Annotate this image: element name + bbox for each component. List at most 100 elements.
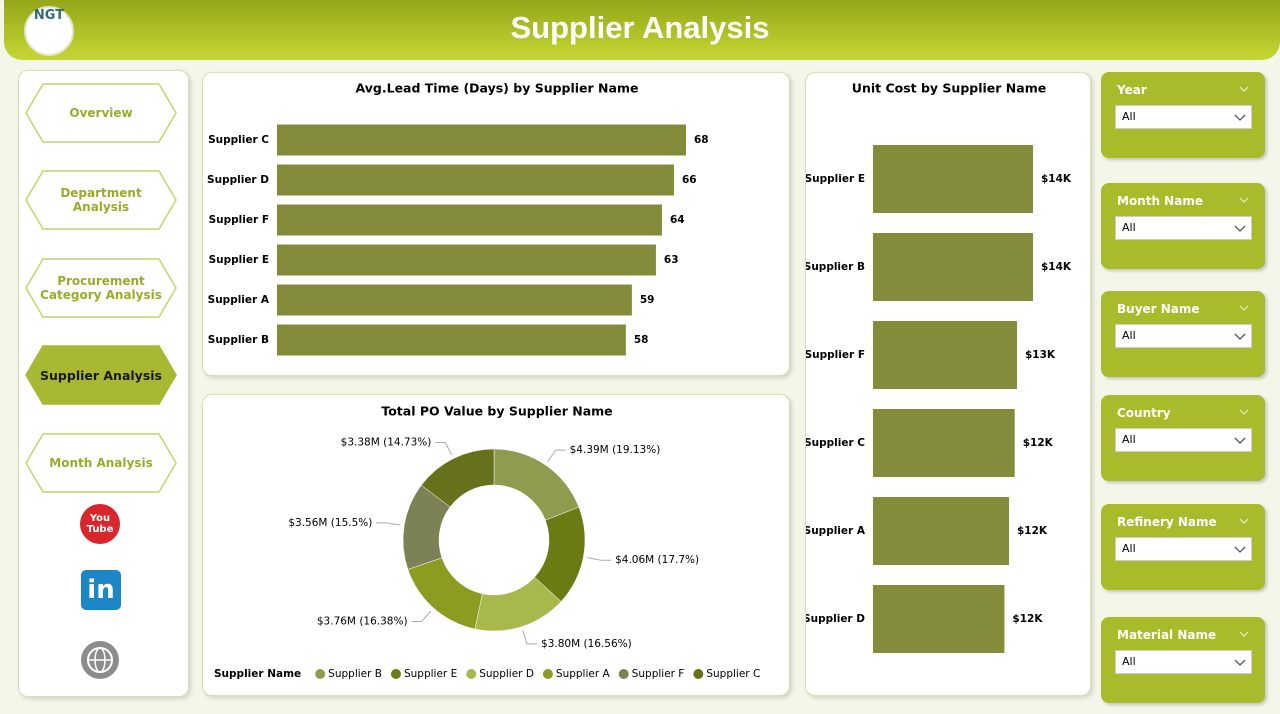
nav-shape: [25, 258, 177, 318]
filter-dropdown[interactable]: All: [1115, 216, 1252, 240]
lead-time-chart: Avg.Lead Time (Days) by Supplier Name Sup…: [202, 72, 790, 376]
web-icon[interactable]: [80, 640, 120, 680]
dropdown-chevron: [1234, 437, 1246, 444]
legend-marker: [542, 669, 553, 679]
dropdown-chevron: [1234, 659, 1246, 666]
chevron: [1239, 518, 1249, 524]
bar: [873, 145, 1033, 213]
filter-dropdown[interactable]: All: [1115, 428, 1252, 452]
nav-label: Month Analysis: [49, 456, 153, 470]
bar: [873, 409, 1015, 477]
data-label: $3.76M (16.38%): [317, 615, 408, 627]
bar: [277, 284, 632, 316]
data-label: 63: [664, 254, 679, 266]
chart-title: Unit Cost by Supplier Name: [852, 81, 1046, 96]
filter-card: Buyer Name All: [1101, 291, 1265, 377]
y-tick-label: Supplier A: [208, 294, 270, 306]
nav-hexagon: [25, 345, 177, 405]
filter-dropdown[interactable]: All: [1115, 105, 1252, 129]
y-tick-label: Supplier E: [209, 254, 269, 266]
bar: [873, 233, 1033, 301]
data-label: 59: [640, 294, 655, 306]
youtube-icon[interactable]: You Tube: [80, 504, 120, 544]
nav-button[interactable]: Procurement Category Analysis: [25, 258, 177, 318]
bar: [873, 321, 1017, 389]
filter-label: Material Name: [1117, 628, 1217, 642]
leader-line: [411, 610, 432, 622]
dropdown-chevron: [1234, 225, 1246, 232]
leader-line: [587, 557, 612, 561]
data-label: $3.38M (14.73%): [341, 436, 432, 448]
legend-label: Supplier E: [404, 668, 457, 680]
y-tick-label: Supplier D: [207, 174, 269, 186]
nav-label: Overview: [69, 106, 133, 120]
nav-button[interactable]: Department Analysis: [25, 170, 177, 230]
legend-label: Supplier B: [328, 668, 382, 680]
nav-hexagon: [25, 170, 177, 230]
y-tick-label: Supplier A: [805, 525, 866, 537]
filter-label: Buyer Name: [1117, 302, 1200, 316]
collapse-chevron: [1239, 305, 1249, 311]
nav-hexagon: [25, 433, 177, 493]
chevron: [1234, 437, 1246, 444]
nav-button[interactable]: Supplier Analysis: [25, 345, 177, 405]
chevron: [1239, 409, 1249, 415]
data-label: $12K: [1017, 525, 1048, 537]
legend-marker: [693, 669, 704, 679]
chevron: [1239, 197, 1249, 203]
bar: [277, 204, 662, 236]
page-title: Supplier Analysis: [510, 10, 770, 45]
legend-label: Supplier A: [556, 668, 611, 680]
nav-button[interactable]: Month Analysis: [25, 433, 177, 493]
bar: [873, 497, 1009, 565]
data-label: 68: [694, 134, 709, 146]
nav-hexagon: [25, 83, 177, 143]
header: [4, 0, 1280, 60]
legend-title: Supplier Name: [214, 668, 301, 680]
legend-marker: [390, 669, 401, 679]
filter-dropdown[interactable]: All: [1115, 324, 1252, 348]
filter-card: Year All: [1101, 72, 1265, 158]
filter-card: Refinery Name All: [1101, 504, 1265, 590]
data-label: $14K: [1041, 173, 1072, 185]
nav-shape: [25, 83, 177, 143]
y-tick-label: Supplier B: [805, 261, 865, 273]
po-value-chart: Total PO Value by Supplier Name $4.39M (1…: [202, 394, 790, 696]
nav-label: Department Analysis: [60, 186, 142, 214]
nav-label: Procurement Category Analysis: [40, 274, 162, 302]
bar: [873, 585, 1005, 653]
filter-dropdown[interactable]: All: [1115, 650, 1252, 674]
chevron: [1234, 546, 1246, 553]
legend-label: Supplier C: [706, 668, 760, 680]
linkedin-icon[interactable]: in: [81, 570, 121, 610]
leader-line: [547, 449, 566, 462]
donut-slice: [407, 557, 483, 630]
data-label: $3.80M (16.56%): [541, 638, 632, 650]
filter-card: Month Name All: [1101, 183, 1265, 269]
legend-marker: [466, 669, 477, 679]
chevron: [1239, 631, 1249, 637]
bar: [277, 164, 674, 196]
data-label: $4.06M (17.7%): [615, 554, 699, 566]
dropdown-chevron: [1234, 333, 1246, 340]
leader-line: [522, 630, 538, 645]
data-label: $4.39M (19.13%): [570, 444, 661, 456]
nav-shape: [25, 345, 177, 405]
filter-label: Country: [1117, 406, 1171, 420]
data-label: $13K: [1025, 349, 1056, 361]
filter-card: Country All: [1101, 395, 1265, 481]
collapse-chevron: [1239, 197, 1249, 203]
bar: [277, 324, 626, 356]
chevron: [1234, 225, 1246, 232]
nav-hexagon: [25, 258, 177, 318]
filter-dropdown[interactable]: All: [1115, 537, 1252, 561]
y-tick-label: Supplier F: [209, 214, 269, 226]
collapse-chevron: [1239, 86, 1249, 92]
donut-slice: [493, 448, 580, 521]
y-tick-label: Supplier C: [208, 134, 269, 146]
data-label: $3.56M (15.5%): [288, 517, 372, 529]
dropdown-chevron: [1234, 114, 1246, 121]
nav-button[interactable]: Overview: [25, 83, 177, 143]
chevron: [1239, 86, 1249, 92]
dropdown-chevron: [1234, 546, 1246, 553]
